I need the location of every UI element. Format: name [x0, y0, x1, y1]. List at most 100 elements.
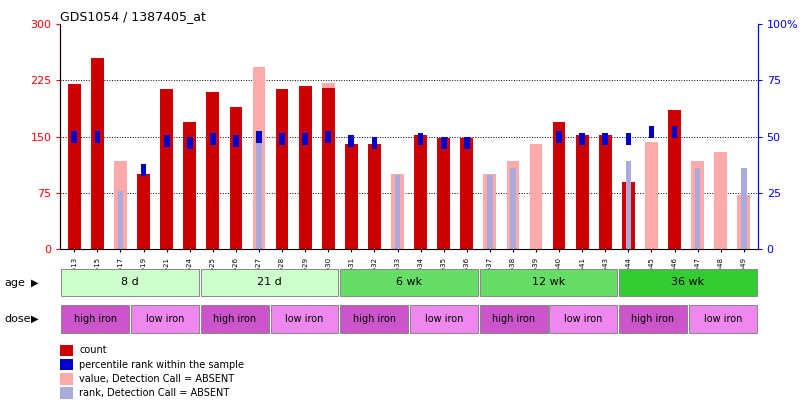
Bar	[530, 144, 542, 249]
Bar	[299, 86, 311, 249]
Bar	[68, 84, 81, 249]
Bar	[326, 131, 331, 143]
Bar	[649, 126, 654, 138]
Bar	[230, 107, 243, 249]
Bar	[580, 133, 585, 145]
Bar	[160, 90, 173, 249]
Bar	[460, 138, 473, 249]
Bar	[510, 168, 516, 249]
Text: age: age	[4, 278, 25, 288]
Bar	[395, 175, 401, 249]
Bar	[619, 269, 757, 296]
Bar	[201, 269, 339, 296]
Bar	[256, 136, 262, 249]
Bar	[131, 305, 199, 333]
Bar	[487, 175, 492, 249]
Text: 8 d: 8 d	[121, 277, 139, 288]
Text: GDS1054 / 1387405_at: GDS1054 / 1387405_at	[60, 10, 206, 23]
Bar	[256, 131, 262, 143]
Bar	[695, 168, 700, 249]
Text: low iron: low iron	[564, 314, 603, 324]
Text: low iron: low iron	[285, 314, 324, 324]
Text: high iron: high iron	[631, 314, 675, 324]
Bar	[668, 111, 681, 249]
Bar	[322, 88, 334, 249]
Bar	[114, 161, 127, 249]
Bar	[61, 269, 199, 296]
Bar	[61, 305, 129, 333]
Bar	[60, 345, 73, 356]
Bar	[441, 137, 447, 149]
Bar	[345, 144, 358, 249]
Bar	[391, 174, 404, 249]
Bar	[322, 83, 334, 249]
Bar	[60, 387, 73, 399]
Bar	[348, 135, 354, 147]
Bar	[72, 131, 77, 143]
Bar	[279, 133, 285, 145]
Bar	[625, 133, 631, 145]
Text: high iron: high iron	[352, 314, 396, 324]
Bar	[372, 137, 377, 149]
Text: low iron: low iron	[425, 314, 463, 324]
Bar	[692, 161, 704, 249]
Bar	[141, 164, 147, 177]
Text: high iron: high iron	[213, 314, 256, 324]
Bar	[575, 135, 588, 249]
Text: high iron: high iron	[492, 314, 535, 324]
Bar	[714, 151, 727, 249]
Text: ▶: ▶	[31, 278, 38, 288]
Bar	[619, 305, 687, 333]
Bar	[438, 138, 450, 249]
Bar	[507, 161, 519, 249]
Bar	[410, 305, 478, 333]
Bar	[556, 131, 562, 143]
Bar	[252, 67, 265, 249]
Bar	[480, 305, 547, 333]
Bar	[622, 181, 634, 249]
Bar	[550, 305, 617, 333]
Bar	[414, 135, 427, 249]
Bar	[233, 135, 239, 147]
Text: count: count	[79, 345, 106, 356]
Text: percentile rank within the sample: percentile rank within the sample	[79, 360, 244, 370]
Text: 12 wk: 12 wk	[532, 277, 565, 288]
Bar	[340, 269, 478, 296]
Bar	[737, 195, 750, 249]
Bar	[741, 168, 746, 249]
Bar	[553, 122, 566, 249]
Bar	[689, 305, 757, 333]
Bar	[671, 126, 677, 138]
Text: 36 wk: 36 wk	[671, 277, 704, 288]
Bar	[184, 122, 196, 249]
Bar	[206, 92, 219, 249]
Bar	[60, 359, 73, 370]
Text: ▶: ▶	[31, 314, 38, 324]
Text: 21 d: 21 d	[257, 277, 282, 288]
Bar	[625, 162, 631, 249]
Text: low iron: low iron	[704, 314, 742, 324]
Bar	[91, 58, 104, 249]
Bar	[137, 174, 150, 249]
Bar	[201, 305, 268, 333]
Text: low iron: low iron	[146, 314, 185, 324]
Text: rank, Detection Call = ABSENT: rank, Detection Call = ABSENT	[79, 388, 230, 398]
Bar	[210, 133, 216, 145]
Bar	[368, 144, 380, 249]
Text: high iron: high iron	[73, 314, 117, 324]
Text: dose: dose	[4, 314, 31, 324]
Bar	[464, 137, 470, 149]
Bar	[418, 133, 423, 145]
Bar	[187, 137, 193, 149]
Bar	[340, 305, 408, 333]
Bar	[60, 373, 73, 384]
Bar	[94, 131, 100, 143]
Bar	[645, 142, 658, 249]
Bar	[602, 133, 609, 145]
Bar	[164, 135, 169, 147]
Bar	[276, 90, 289, 249]
Text: value, Detection Call = ABSENT: value, Detection Call = ABSENT	[79, 374, 235, 384]
Bar	[599, 135, 612, 249]
Bar	[484, 174, 496, 249]
Bar	[480, 269, 617, 296]
